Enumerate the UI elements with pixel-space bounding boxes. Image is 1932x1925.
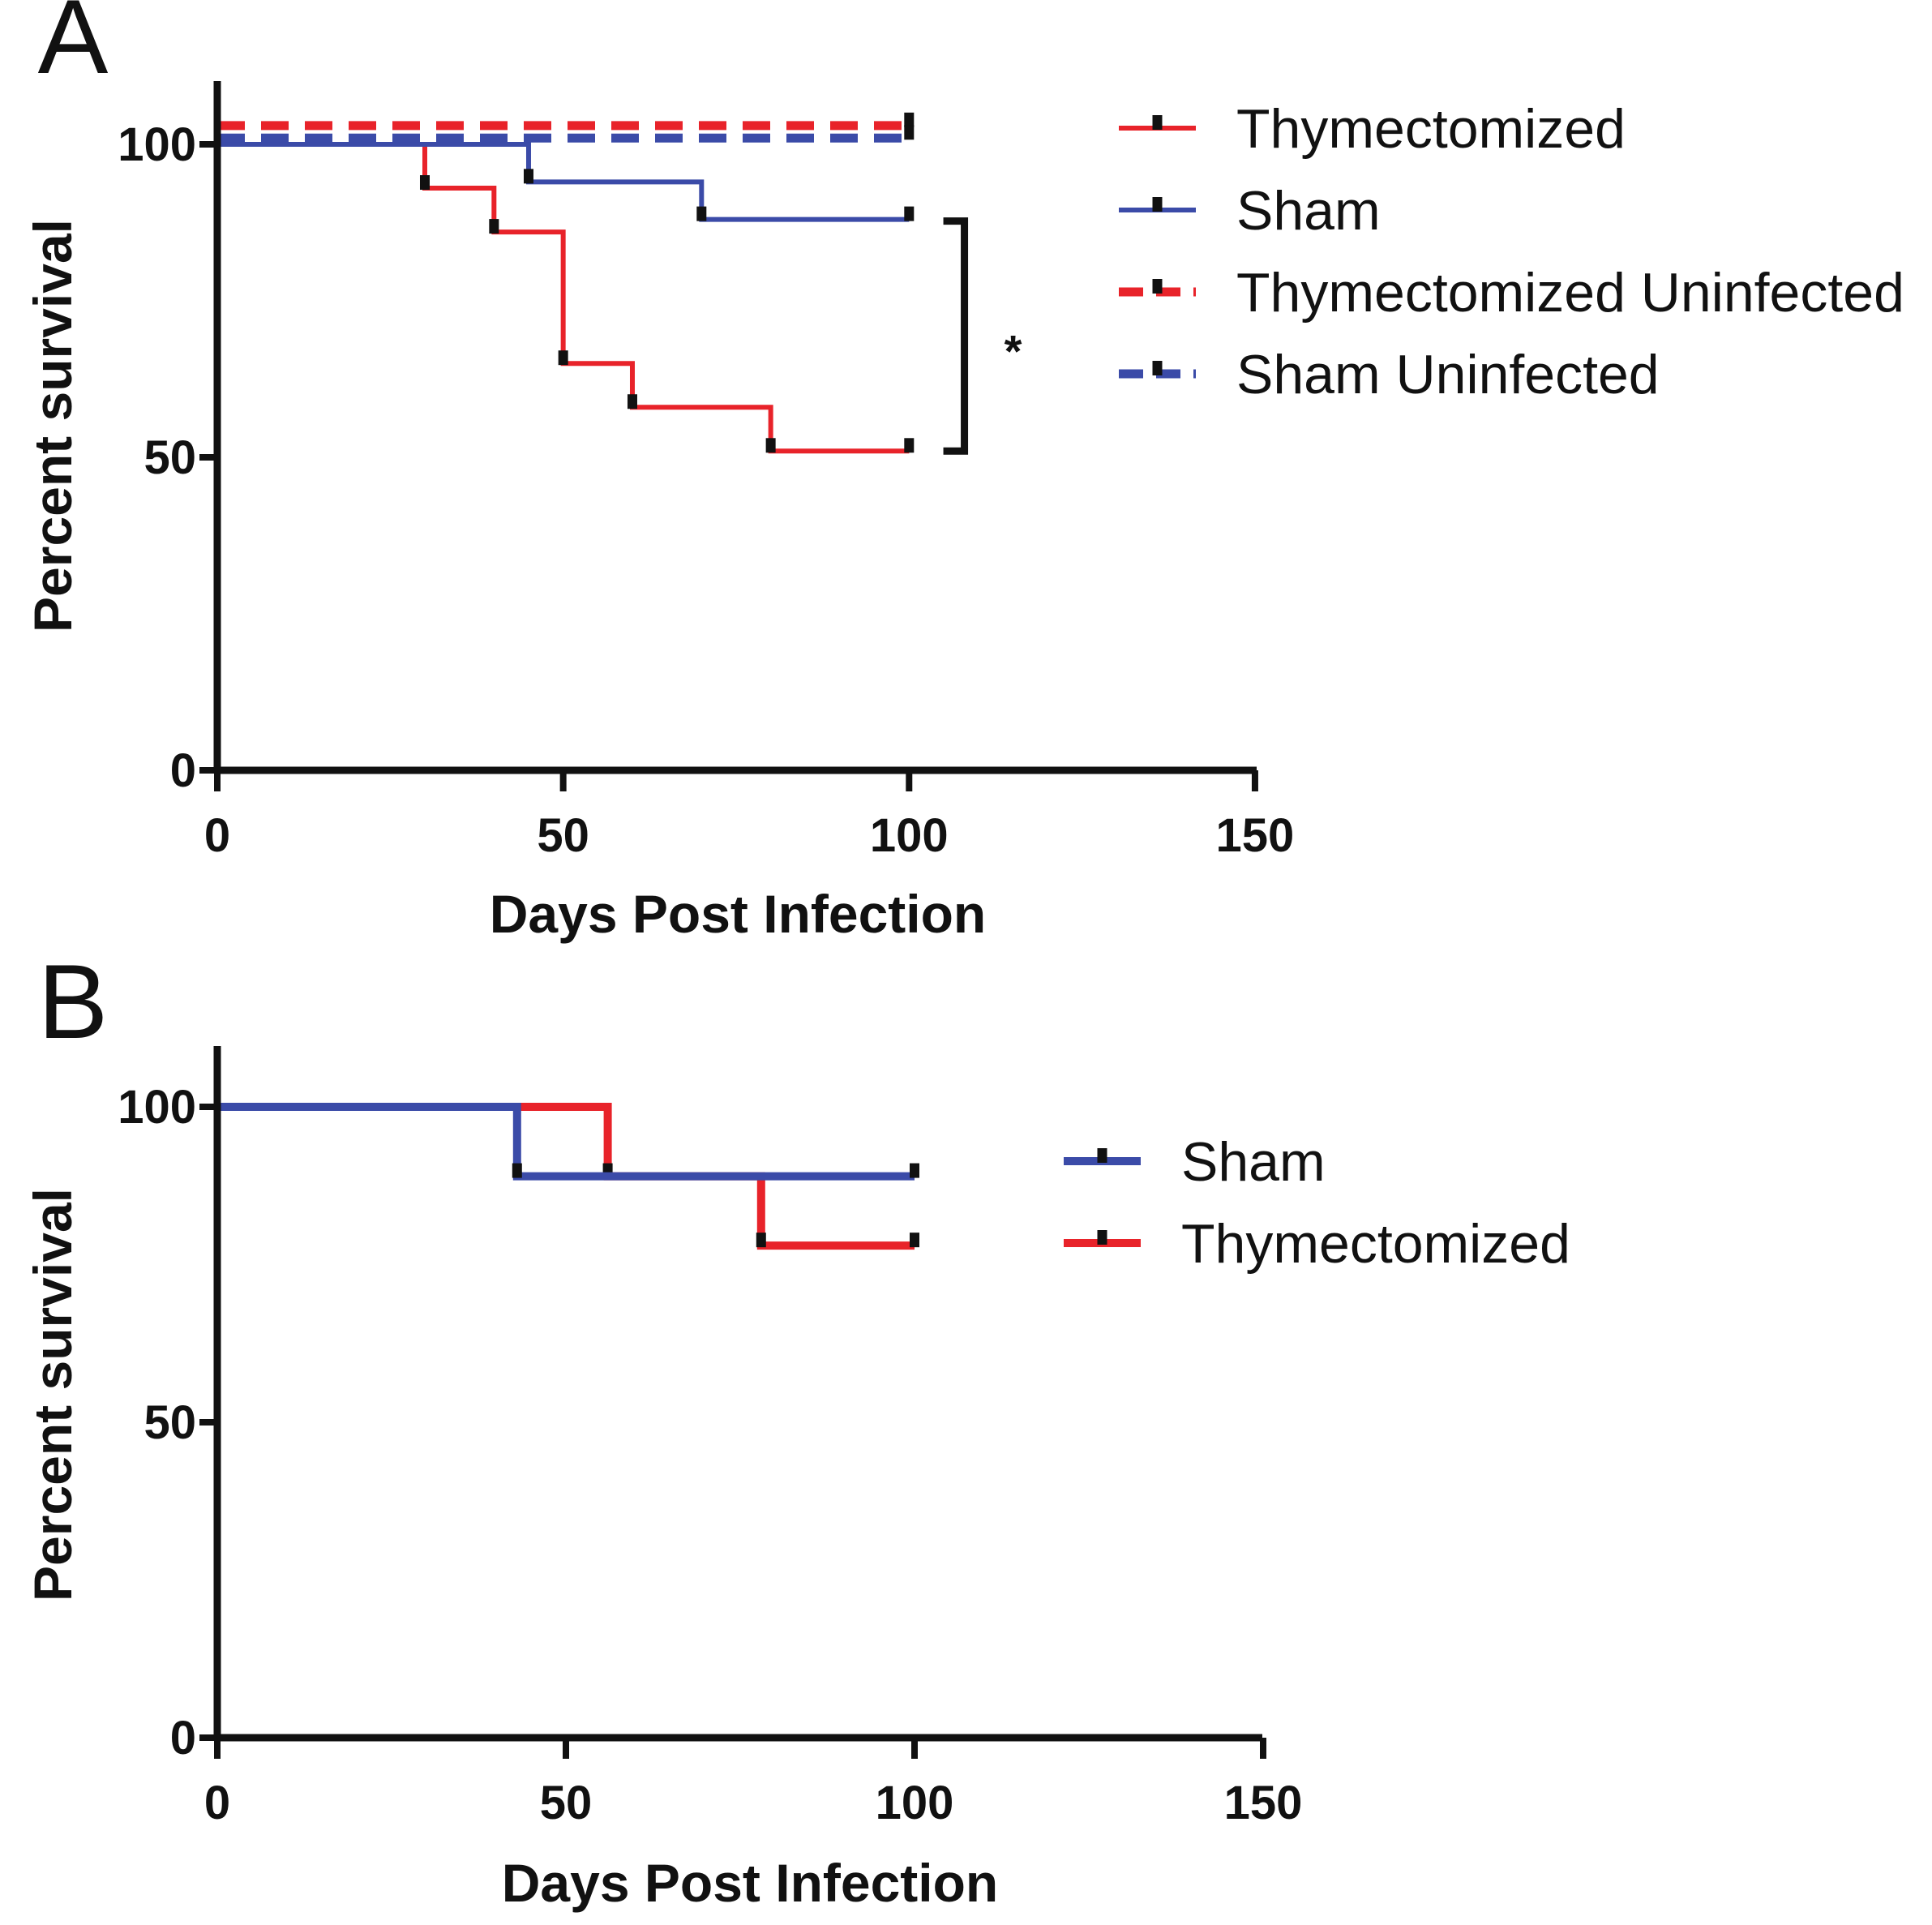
censor-mark — [910, 1233, 919, 1248]
panel-label: B — [38, 942, 109, 1061]
censor-mark — [696, 206, 707, 221]
y-tick-label: 100 — [118, 1081, 196, 1134]
censor-mark — [756, 1233, 766, 1248]
y-axis-title: Percent survival — [23, 219, 83, 632]
legend-item-sham: Sham — [1119, 180, 1381, 242]
legend-label: Sham — [1236, 180, 1381, 242]
legend-label: Thymectomized Uninfected — [1236, 262, 1904, 324]
y-tick-label: 0 — [170, 1712, 196, 1764]
panel-label: A — [38, 0, 109, 96]
legend-label: Sham — [1181, 1131, 1326, 1193]
legend-label: Sham Uninfected — [1236, 344, 1660, 405]
x-tick-label: 50 — [537, 809, 589, 862]
x-tick-label: 0 — [204, 1777, 230, 1829]
legend: Sham Thymectomized — [1064, 1131, 1570, 1275]
legend-item-thymectomized: Thymectomized — [1064, 1213, 1570, 1275]
censor-mark — [523, 169, 533, 184]
legend-item-sham: Sham — [1064, 1131, 1326, 1193]
legend-label: Thymectomized — [1236, 98, 1626, 160]
legend-censor-mark — [1152, 279, 1163, 294]
y-tick-label: 50 — [144, 431, 196, 484]
censor-mark — [910, 1163, 919, 1178]
censor-mark — [558, 350, 568, 366]
panel-b: B 0 50 100 0 50 100 150 Days Post Infection Perce… — [23, 942, 1570, 1913]
censor-mark — [489, 219, 499, 234]
y-tick-label: 0 — [170, 744, 196, 797]
censor-mark — [904, 112, 915, 127]
x-axis-title: Days Post Infection — [490, 884, 986, 944]
panel-a: A 0 50 100 0 50 100 150 Days Post Infection Perce… — [23, 0, 1904, 944]
y-tick-label: 100 — [118, 118, 196, 171]
legend-censor-mark — [1097, 1230, 1107, 1245]
x-tick-label: 50 — [540, 1777, 593, 1829]
y-tick-label: 50 — [144, 1396, 196, 1449]
censor-mark — [904, 125, 915, 140]
legend-item-sham-uninfected: Sham Uninfected — [1119, 344, 1660, 405]
series-line-thymectomized — [217, 142, 910, 454]
y-axis-title: Percent survival — [23, 1188, 83, 1601]
series-line-sham — [217, 142, 910, 222]
x-tick-label: 100 — [876, 1777, 954, 1829]
legend-label: Thymectomized — [1181, 1213, 1570, 1275]
censor-mark — [904, 438, 915, 453]
censor-mark — [419, 175, 430, 191]
x-tick-label: 150 — [1224, 1777, 1303, 1829]
x-tick-label: 100 — [870, 809, 949, 862]
x-axis-title: Days Post Infection — [502, 1853, 998, 1913]
legend: Thymectomized Sham Thymectomized Uninfecte… — [1119, 98, 1904, 405]
legend-item-thymectomized-uninfected: Thymectomized Uninfected — [1119, 262, 1904, 324]
censor-mark — [512, 1163, 522, 1178]
censor-mark — [904, 206, 915, 221]
x-tick-label: 0 — [204, 809, 230, 862]
series-line-sham — [217, 1103, 915, 1181]
significance-label: * — [1005, 325, 1022, 376]
legend-censor-mark — [1097, 1148, 1107, 1163]
legend-censor-mark — [1152, 197, 1163, 212]
censor-mark — [627, 394, 637, 409]
legend-censor-mark — [1152, 115, 1163, 130]
censor-mark — [765, 438, 776, 453]
x-tick-label: 150 — [1216, 809, 1295, 862]
legend-censor-mark — [1152, 361, 1163, 375]
legend-item-thymectomized: Thymectomized — [1119, 98, 1626, 160]
significance-bracket — [943, 217, 969, 455]
